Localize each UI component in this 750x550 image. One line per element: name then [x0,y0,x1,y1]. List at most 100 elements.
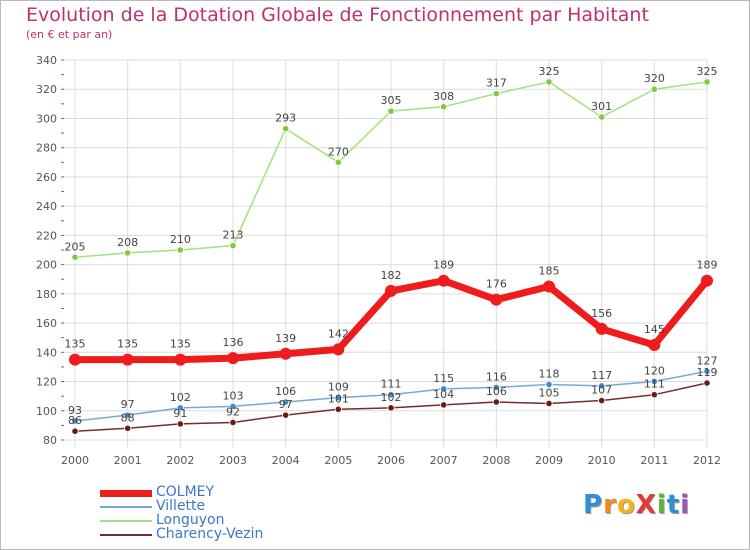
legend-label: Longuyon [156,512,225,528]
data-point [385,284,397,297]
data-point [282,125,290,133]
data-point [282,411,290,419]
y-tick-label: 220 [36,229,57,242]
data-label: 111 [381,378,402,391]
x-tick-label: 2009 [535,454,563,467]
y-tick-label: 80 [43,434,57,447]
x-tick-label: 2008 [482,454,510,467]
legend-swatch [100,490,152,497]
data-point [545,399,553,408]
y-tick-label: 260 [36,171,57,184]
data-point [282,398,290,406]
data-label: 101 [328,392,349,405]
data-point [387,107,395,115]
data-point [701,274,713,287]
y-tick-label: 300 [36,112,57,125]
x-tick-label: 2007 [430,454,458,467]
data-label: 213 [223,229,244,242]
data-label: 145 [644,323,665,336]
data-point [650,85,658,93]
x-tick-label: 2002 [166,454,194,467]
data-point [598,396,606,405]
data-point [229,402,237,410]
data-point [490,293,503,306]
data-point [71,417,79,425]
data-label: 189 [433,259,454,272]
data-label: 103 [223,389,244,402]
data-point [174,353,187,366]
data-label: 127 [697,354,718,367]
legend-label: Charency-Vezin [156,526,264,542]
data-point [124,424,132,432]
data-point [229,418,237,427]
data-point [124,411,132,419]
data-point [387,391,395,399]
y-tick-label: 200 [36,259,57,272]
data-label: 105 [539,386,560,399]
data-point [703,367,711,375]
data-label: 205 [65,240,86,253]
chart-subtitle: (en € et par an) [26,28,113,41]
logo-letter: t [666,490,681,520]
y-tick-label: 120 [36,376,57,389]
y-tick-label: 160 [36,317,57,330]
x-tick-label: 2003 [219,454,247,467]
data-label: 189 [697,259,718,272]
x-tick-label: 2010 [588,454,616,467]
data-label: 119 [697,366,718,379]
data-label: 156 [591,307,612,320]
data-label: 317 [486,77,507,90]
data-point [703,78,711,86]
proxiti-logo: ProXiti [583,490,690,520]
data-label: 97 [279,398,293,411]
chart-title: Evolution de la Dotation Globale de Fonc… [26,4,649,26]
data-label: 107 [591,384,612,397]
data-point [229,242,237,250]
data-label: 102 [170,391,191,404]
data-label: 182 [381,269,402,282]
data-point [598,382,606,390]
data-label: 117 [591,369,612,382]
x-tick-label: 2001 [114,454,142,467]
data-label: 91 [173,407,187,420]
y-tick-label: 320 [36,83,57,96]
data-point [71,427,79,435]
data-label: 97 [121,398,135,411]
y-tick-label: 140 [36,346,57,359]
data-label: 320 [644,72,665,85]
data-label: 106 [486,385,507,398]
data-point [124,249,132,257]
data-label: 120 [644,365,665,378]
data-point [595,322,608,335]
data-label: 88 [121,411,135,424]
data-point [440,401,448,409]
y-tick-label: 240 [36,200,57,213]
logo-letter: o [616,490,636,520]
data-label: 176 [486,278,507,291]
data-label: 135 [117,338,138,351]
legend-label: Villette [156,498,206,514]
legend-swatch [100,506,152,508]
data-label: 293 [275,112,296,125]
data-point [176,420,184,428]
legend-label: COLMEY [156,484,215,500]
x-tick-label: 2006 [377,454,405,467]
x-tick-label: 2004 [272,454,300,467]
data-point [227,352,239,365]
data-label: 92 [226,405,240,418]
x-tick-label: 2011 [640,454,668,467]
data-point [176,404,184,412]
data-point [543,280,555,293]
logo-letter: i [680,490,691,520]
x-tick-label: 2005 [324,454,352,467]
data-point [334,405,342,413]
data-label: 185 [539,265,560,278]
data-label: 104 [433,388,454,401]
legend-swatch [100,534,152,536]
data-label: 142 [328,327,349,340]
data-label: 93 [68,404,82,417]
data-point [437,274,450,287]
data-point [598,113,606,121]
data-point [545,78,553,86]
